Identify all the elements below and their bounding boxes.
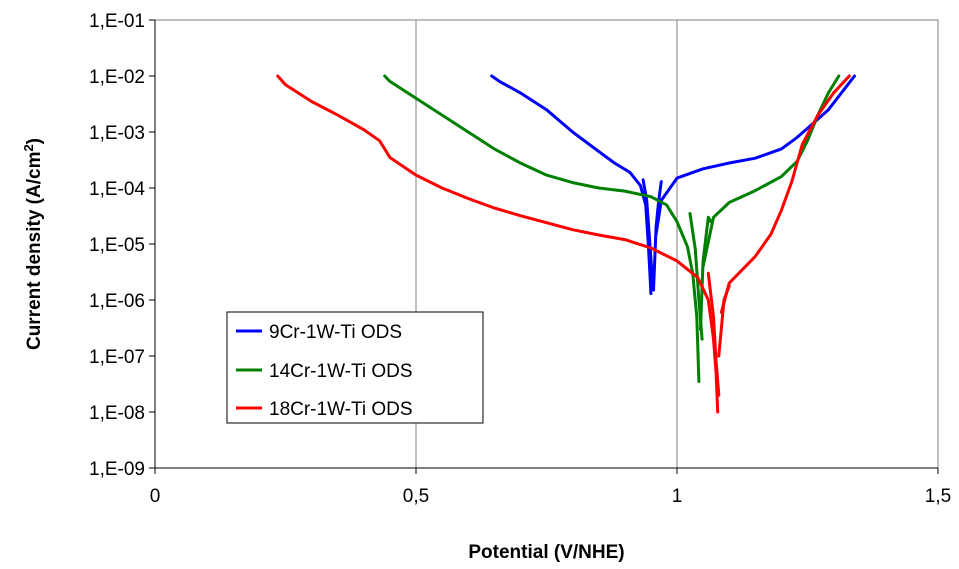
y-tick-label-6: 1,E-03 xyxy=(89,123,145,144)
series-0 xyxy=(490,74,856,296)
tick-labels: 1,E-09 1,E-08 1,E-07 1,E-06 1,E-05 1,E-04 1,E-… xyxy=(89,11,951,507)
series-1 xyxy=(383,74,841,383)
y-tick-label-1: 1,E-08 xyxy=(89,403,145,424)
x-axis-title: Potential (V/NHE) xyxy=(468,542,624,563)
axes xyxy=(149,19,939,474)
legend-label-18cr: 18Cr-1W-Ti ODS xyxy=(269,399,413,420)
y-tick-label-5: 1,E-04 xyxy=(89,179,145,200)
series-1-line-0 xyxy=(383,74,701,383)
legend-label-14cr: 14Cr-1W-Ti ODS xyxy=(269,361,413,382)
x-tick-label-3: 1,5 xyxy=(925,486,951,507)
series-1-line-3 xyxy=(701,74,841,268)
y-axis-title-sup: 2 xyxy=(21,144,36,151)
series-0-line-0 xyxy=(490,74,653,296)
y-tick-label-7: 1,E-02 xyxy=(89,67,145,88)
y-tick-label-8: 1,E-01 xyxy=(89,11,145,32)
y-axis-title-close: ) xyxy=(24,138,45,144)
series-2-line-3 xyxy=(719,74,851,314)
series-0-line-1 xyxy=(641,178,655,291)
y-axis-title-main: Current density (A/cm xyxy=(24,152,45,350)
series-2 xyxy=(276,74,851,414)
y-tick-label-3: 1,E-06 xyxy=(89,291,145,312)
series-layer xyxy=(276,74,856,414)
series-2-line-0 xyxy=(276,74,720,414)
y-tick-label-2: 1,E-07 xyxy=(89,347,145,368)
legend: 9Cr-1W-Ti ODS 14Cr-1W-Ti ODS 18Cr-1W-Ti … xyxy=(226,311,484,424)
series-1-line-2 xyxy=(699,215,713,331)
y-tick-label-4: 1,E-05 xyxy=(89,235,145,256)
y-tick-label-0: 1,E-09 xyxy=(89,459,145,480)
y-axis-title: Current density (A/cm2) xyxy=(21,138,46,350)
series-0-line-3 xyxy=(654,74,856,236)
series-0-line-2 xyxy=(652,180,663,292)
x-tick-label-1: 0,5 xyxy=(403,486,429,507)
series-2-line-1 xyxy=(706,271,721,397)
legend-label-9cr: 9Cr-1W-Ti ODS xyxy=(269,322,402,343)
legend-box xyxy=(226,311,484,424)
x-tick-label-0: 0 xyxy=(150,486,161,507)
x-tick-label-2: 1 xyxy=(672,486,683,507)
